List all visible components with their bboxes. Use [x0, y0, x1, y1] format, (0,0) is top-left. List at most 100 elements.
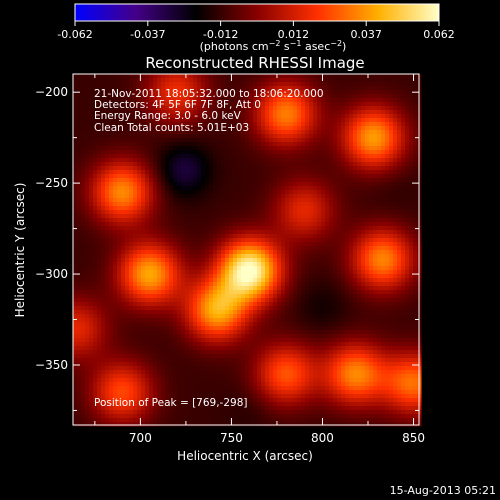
- heatmap-cell: [333, 126, 338, 131]
- heatmap-cell: [309, 178, 314, 183]
- heatmap-cell: [141, 274, 146, 279]
- heatmap-cell: [197, 114, 202, 119]
- heatmap-cell: [413, 202, 418, 207]
- heatmap-cell: [389, 198, 394, 203]
- heatmap-cell: [293, 110, 298, 115]
- heatmap-cell: [329, 82, 334, 87]
- heatmap-cell: [389, 298, 394, 303]
- heatmap-cell: [85, 226, 90, 231]
- heatmap-cell: [297, 122, 302, 127]
- heatmap-cell: [321, 114, 326, 119]
- heatmap-cell: [169, 214, 174, 219]
- heatmap-cell: [117, 238, 122, 243]
- heatmap-cell: [273, 186, 278, 191]
- heatmap-cell: [245, 194, 250, 199]
- heatmap-cell: [361, 102, 366, 107]
- heatmap-cell: [297, 134, 302, 139]
- heatmap-cell: [349, 74, 354, 79]
- heatmap-cell: [145, 90, 150, 95]
- heatmap-cell: [141, 98, 146, 103]
- heatmap-cell: [193, 210, 198, 215]
- heatmap-cell: [357, 230, 362, 235]
- heatmap-cell: [149, 270, 154, 275]
- heatmap-cell: [97, 126, 102, 131]
- heatmap-cell: [85, 206, 90, 211]
- heatmap-cell: [157, 122, 162, 127]
- heatmap-cell: [165, 226, 170, 231]
- heatmap-cell: [193, 270, 198, 275]
- heatmap-cell: [189, 186, 194, 191]
- heatmap-cell: [389, 90, 394, 95]
- heatmap-cell: [389, 174, 394, 179]
- heatmap-cell: [241, 250, 246, 255]
- heatmap-cell: [213, 74, 218, 79]
- heatmap-cell: [373, 90, 378, 95]
- heatmap-cell: [345, 270, 350, 275]
- heatmap-cell: [77, 78, 82, 83]
- heatmap-cell: [401, 122, 406, 127]
- heatmap-cell: [189, 98, 194, 103]
- heatmap-cell: [173, 154, 178, 159]
- heatmap-cell: [393, 114, 398, 119]
- heatmap-cell: [93, 250, 98, 255]
- heatmap-cell: [273, 198, 278, 203]
- heatmap-cell: [189, 142, 194, 147]
- heatmap-cell: [401, 274, 406, 279]
- heatmap-cell: [405, 118, 410, 123]
- heatmap-cell: [237, 178, 242, 183]
- heatmap-cell: [293, 106, 298, 111]
- heatmap-cell: [289, 126, 294, 131]
- heatmap-cell: [345, 246, 350, 251]
- heatmap-cell: [401, 90, 406, 95]
- heatmap-cell: [141, 218, 146, 223]
- heatmap-cell: [265, 122, 270, 127]
- heatmap-cell: [273, 290, 278, 295]
- heatmap-cell: [81, 274, 86, 279]
- heatmap-cell: [357, 226, 362, 231]
- heatmap-cell: [285, 250, 290, 255]
- heatmap-cell: [313, 134, 318, 139]
- heatmap-cell: [161, 94, 166, 99]
- heatmap-cell: [177, 74, 182, 79]
- heatmap-cell: [177, 294, 182, 299]
- heatmap-cell: [97, 214, 102, 219]
- heatmap-cell: [253, 98, 258, 103]
- heatmap-cell: [157, 198, 162, 203]
- heatmap-cell: [341, 94, 346, 99]
- heatmap-cell: [253, 174, 258, 179]
- heatmap-cell: [177, 270, 182, 275]
- heatmap-cell: [233, 182, 238, 187]
- heatmap-cell: [217, 242, 222, 247]
- heatmap-cell: [249, 146, 254, 151]
- heatmap-cell: [361, 222, 366, 227]
- heatmap-cell: [389, 258, 394, 263]
- heatmap-cell: [321, 162, 326, 167]
- heatmap-cell: [289, 230, 294, 235]
- heatmap-cell: [345, 226, 350, 231]
- heatmap-cell: [229, 110, 234, 115]
- heatmap-cell: [169, 226, 174, 231]
- heatmap-cell: [169, 130, 174, 135]
- heatmap-cell: [413, 198, 418, 203]
- heatmap-cell: [381, 186, 386, 191]
- heatmap-cell: [93, 86, 98, 91]
- heatmap-cell: [309, 114, 314, 119]
- heatmap-cell: [97, 302, 102, 307]
- heatmap-cell: [81, 150, 86, 155]
- heatmap-cell: [397, 78, 402, 83]
- heatmap-cell: [217, 90, 222, 95]
- heatmap-cell: [289, 134, 294, 139]
- heatmap-cell: [77, 130, 82, 135]
- heatmap-cell: [125, 254, 130, 259]
- heatmap-cell: [133, 94, 138, 99]
- heatmap-cell: [233, 102, 238, 107]
- heatmap-cell: [93, 106, 98, 111]
- heatmap-cell: [137, 286, 142, 291]
- heatmap-cell: [213, 190, 218, 195]
- heatmap-cell: [413, 154, 418, 159]
- heatmap-cell: [185, 134, 190, 139]
- heatmap-cell: [253, 130, 258, 135]
- heatmap-cell: [409, 82, 414, 87]
- heatmap-cell: [405, 226, 410, 231]
- heatmap-cell: [157, 162, 162, 167]
